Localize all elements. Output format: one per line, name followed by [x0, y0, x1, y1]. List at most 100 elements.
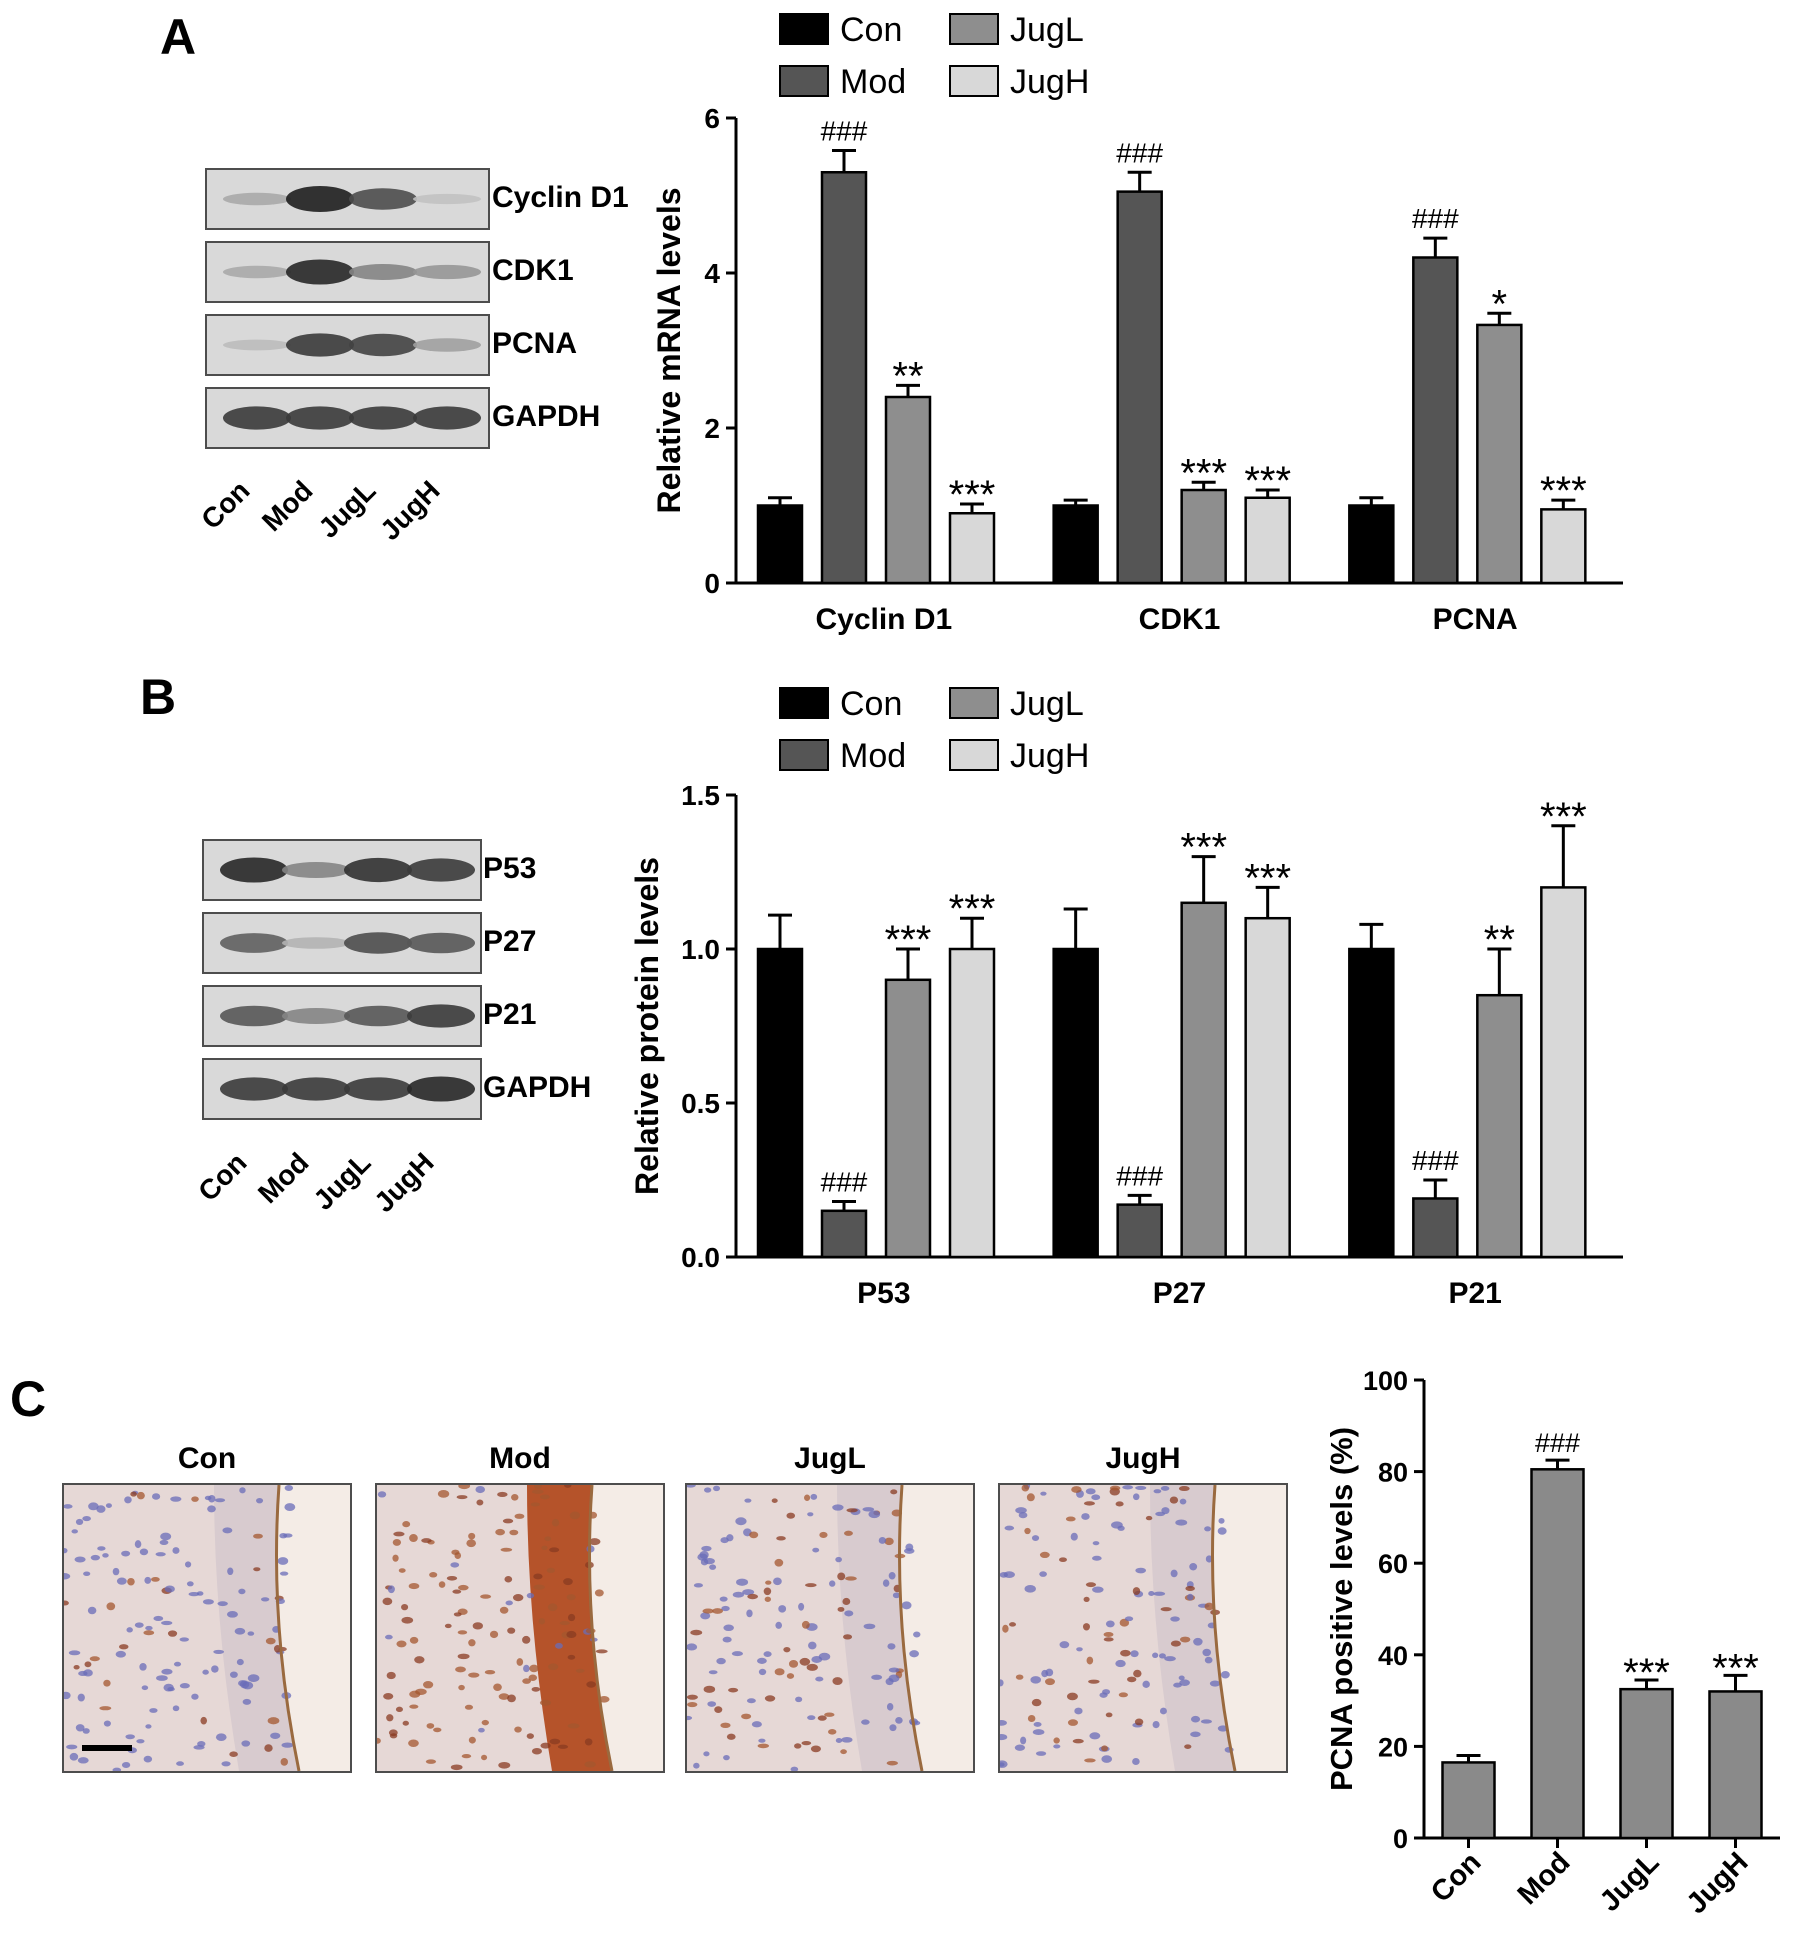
ihc-nucleus — [540, 1742, 551, 1749]
ihc-nucleus — [1015, 1674, 1024, 1680]
ihc-nucleus — [1000, 1720, 1007, 1726]
blot-label-a-3: GAPDH — [492, 400, 601, 433]
ihc-nucleus — [392, 1554, 399, 1562]
ihc-nucleus — [598, 1696, 610, 1703]
ihc-nucleus — [798, 1602, 805, 1611]
ihc-nucleus — [478, 1727, 485, 1733]
ihc-nucleus — [1200, 1719, 1212, 1724]
blot-band — [282, 861, 350, 879]
ihc-nucleus — [414, 1656, 425, 1664]
blot-band — [223, 406, 291, 430]
ihc-nucleus — [504, 1576, 513, 1583]
blot-band — [349, 406, 417, 430]
ihc-nucleus — [1218, 1517, 1225, 1524]
ihc-nucleus — [78, 1670, 88, 1677]
blot-band — [220, 1077, 288, 1101]
ihc-nucleus — [564, 1485, 572, 1488]
bar-p53-jugl — [884, 978, 932, 1259]
ihc-nucleus — [841, 1736, 853, 1743]
ihc-nucleus — [106, 1602, 116, 1611]
ihc-nucleus — [425, 1759, 437, 1764]
ihc-nucleus — [176, 1761, 184, 1766]
ihc-nucleus — [1066, 1692, 1078, 1701]
category-label: JugL — [1594, 1846, 1666, 1918]
blot-label-b-3: GAPDH — [483, 1071, 592, 1104]
ihc-nucleus — [805, 1583, 817, 1588]
ihc-nucleus — [421, 1538, 432, 1543]
ihc-nucleus — [1120, 1649, 1131, 1657]
blot-bands — [223, 186, 481, 212]
ihc-nucleus — [721, 1605, 730, 1612]
ihc-nucleus — [1002, 1624, 1009, 1633]
ihc-nucleus — [208, 1494, 216, 1503]
ihc-nucleus — [444, 1623, 452, 1629]
blot-row-a-1 — [205, 241, 490, 303]
ihc-nucleus — [457, 1653, 470, 1660]
y-tick-label: 0.5 — [681, 1088, 720, 1119]
ihc-nucleus — [774, 1668, 785, 1676]
ihc-nucleus — [1170, 1569, 1178, 1578]
ihc-nucleus — [452, 1589, 462, 1594]
ihc-nucleus — [736, 1578, 749, 1586]
ihc-nucleus — [1105, 1620, 1115, 1628]
category-label: Con — [1425, 1846, 1487, 1908]
ihc-nucleus — [728, 1687, 739, 1693]
ihc-nucleus — [207, 1505, 216, 1513]
ihc-nucleus — [1164, 1656, 1176, 1662]
ihc-nucleus — [408, 1739, 419, 1747]
ihc-nucleus — [829, 1580, 836, 1587]
ihc-nucleus — [888, 1667, 900, 1673]
ihc-nucleus — [476, 1499, 484, 1506]
ihc-nucleus — [188, 1591, 200, 1597]
ihc-nucleus — [539, 1699, 552, 1706]
ihc-nucleus — [401, 1616, 414, 1624]
ihc-nucleus — [889, 1724, 897, 1732]
ihc-nucleus — [783, 1646, 791, 1653]
blot-band — [413, 338, 481, 352]
ihc-nucleus — [1148, 1590, 1155, 1597]
tissue-edge — [1211, 1485, 1237, 1771]
ihc-tissue — [1000, 1485, 1237, 1771]
ihc-nucleus — [778, 1605, 787, 1613]
ihc-nucleus — [500, 1547, 513, 1552]
ihc-nucleus — [555, 1642, 563, 1649]
ihc-nucleus — [786, 1673, 795, 1679]
ihc-nucleus — [567, 1723, 580, 1729]
y-tick-label: 80 — [1378, 1458, 1408, 1488]
ihc-nucleus — [136, 1491, 145, 1500]
ihc-title-0: Con — [177, 1442, 237, 1475]
ihc-nucleus — [1039, 1551, 1050, 1559]
ihc-nucleus — [1004, 1525, 1015, 1531]
ihc-nucleus — [193, 1745, 205, 1750]
ihc-nucleus — [211, 1665, 219, 1673]
bar-pcna-con — [1348, 504, 1395, 585]
ihc-nucleus — [116, 1577, 127, 1585]
ihc-nucleus — [1065, 1516, 1076, 1522]
ihc-nucleus — [548, 1663, 559, 1671]
ihc-nucleus — [687, 1715, 693, 1721]
ihc-nucleus — [1160, 1485, 1170, 1491]
ihc-nucleus — [909, 1650, 919, 1658]
ihc-nucleus — [708, 1670, 718, 1675]
ihc-nucleus — [707, 1701, 717, 1707]
ihc-nucleus — [284, 1503, 296, 1512]
blot-band — [220, 933, 288, 953]
ihc-nucleus — [723, 1624, 734, 1632]
ihc-nucleus — [1024, 1585, 1036, 1593]
ihc-nucleus — [594, 1589, 604, 1597]
blot-band — [349, 263, 417, 281]
ihc-nucleus — [551, 1518, 560, 1527]
ihc-nucleus — [468, 1736, 476, 1744]
ihc-nucleus — [786, 1512, 796, 1519]
ihc-nucleus — [763, 1587, 772, 1596]
y-tick-label: 20 — [1378, 1732, 1408, 1762]
blot-label-a-1: CDK1 — [492, 254, 574, 287]
ihc-nucleus — [253, 1533, 263, 1539]
ihc-nucleus — [150, 1577, 160, 1582]
ihc-nucleus — [1115, 1501, 1124, 1507]
ihc-nucleus — [1152, 1652, 1159, 1659]
ihc-nucleus — [1053, 1737, 1060, 1744]
ihc-nucleus — [279, 1533, 288, 1539]
ihc-nucleus — [144, 1576, 152, 1584]
ihc-nucleus — [533, 1573, 543, 1580]
